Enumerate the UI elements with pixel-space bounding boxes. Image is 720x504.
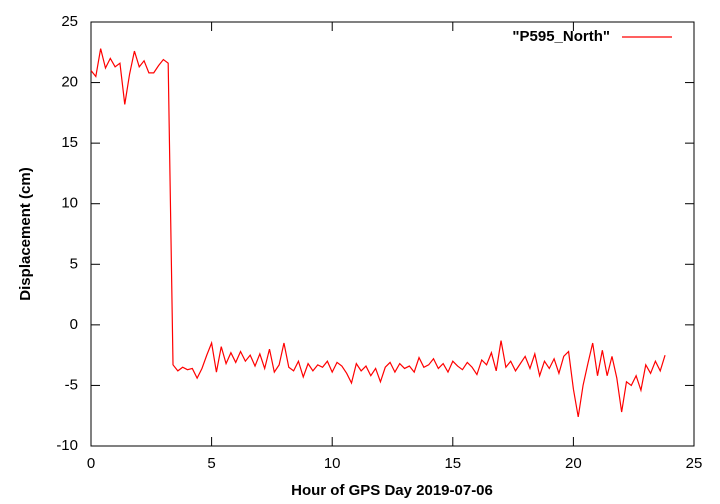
data-line <box>90 48 666 418</box>
x-tick-label: 15 <box>444 455 461 472</box>
y-tick-label: 10 <box>61 195 78 212</box>
y-tick-label: 25 <box>61 13 78 30</box>
legend-label: "P595_North" <box>512 28 610 45</box>
plot-frame <box>90 21 695 447</box>
x-tick-label: 25 <box>686 455 703 472</box>
y-tick-label: 5 <box>70 255 78 272</box>
x-tick-label: 10 <box>324 455 341 472</box>
y-tick-label: -10 <box>56 437 78 454</box>
x-tick-label: 5 <box>207 455 215 472</box>
y-tick-label: 0 <box>70 316 78 333</box>
y-tick-label: -5 <box>65 376 78 393</box>
x-tick-label: 20 <box>565 455 582 472</box>
y-axis-label: Displacement (cm) <box>17 167 34 300</box>
x-axis-label: Hour of GPS Day 2019-07-06 <box>291 482 493 499</box>
y-tick-label: 15 <box>61 134 78 151</box>
x-tick-label: 0 <box>87 455 95 472</box>
y-tick-label: 20 <box>61 74 78 91</box>
